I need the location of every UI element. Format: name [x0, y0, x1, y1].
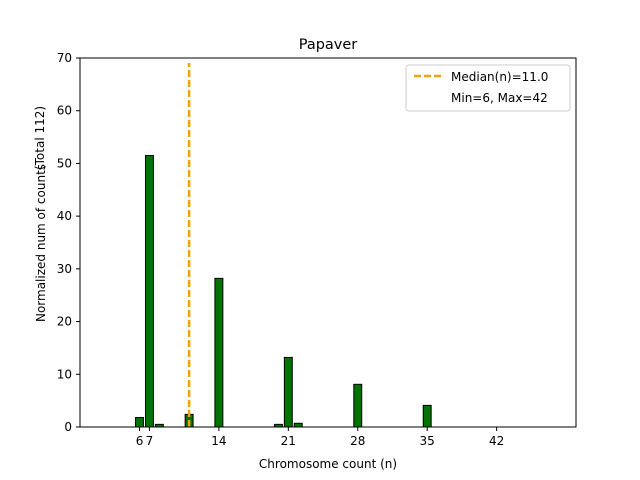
legend-box	[405, 64, 571, 112]
bar-n-28	[353, 383, 363, 428]
y-tick-label: 50	[57, 156, 72, 170]
legend: Median(n)=11.0 Min=6, Max=42	[405, 64, 571, 112]
bar-n-7	[144, 155, 154, 428]
x-tick-label: 21	[281, 434, 296, 448]
axes-frame	[79, 57, 577, 428]
legend-minmax-label: Min=6, Max=42	[451, 91, 548, 105]
x-axis-title: Chromosome count (n)	[259, 457, 397, 471]
x-tick-label: 35	[420, 434, 435, 448]
y-axis-ticks: 0 10 20 30 40 50 60 70	[57, 51, 80, 434]
legend-median-label: Median(n)=11.0	[451, 70, 548, 84]
bar-n-14	[214, 277, 224, 428]
y-tick-label: 40	[57, 209, 72, 223]
bar-n-22	[293, 422, 303, 428]
y-tick-label: 20	[57, 315, 72, 329]
y-tick-label: 70	[57, 51, 72, 65]
x-tick-label: 14	[211, 434, 226, 448]
bar-n-21	[283, 356, 293, 428]
y-tick-label: 30	[57, 262, 72, 276]
y-axis-title-line-2: (Total 112)	[33, 106, 47, 170]
y-tick-label: 0	[64, 420, 72, 434]
bar-n-6	[135, 417, 144, 428]
bar-n-35	[422, 404, 432, 428]
x-tick-label: 6	[136, 434, 144, 448]
x-axis-ticks: 6 7 14 21 28 35 42	[136, 427, 504, 448]
y-tick-label: 10	[57, 367, 72, 381]
y-axis-title-line-1: Normalized num of counts	[34, 164, 48, 322]
x-tick-label: 28	[350, 434, 365, 448]
x-tick-label: 42	[489, 434, 504, 448]
x-tick-label: 7	[146, 434, 154, 448]
chart-title: Papaver	[299, 37, 358, 53]
y-tick-label: 60	[57, 104, 72, 118]
